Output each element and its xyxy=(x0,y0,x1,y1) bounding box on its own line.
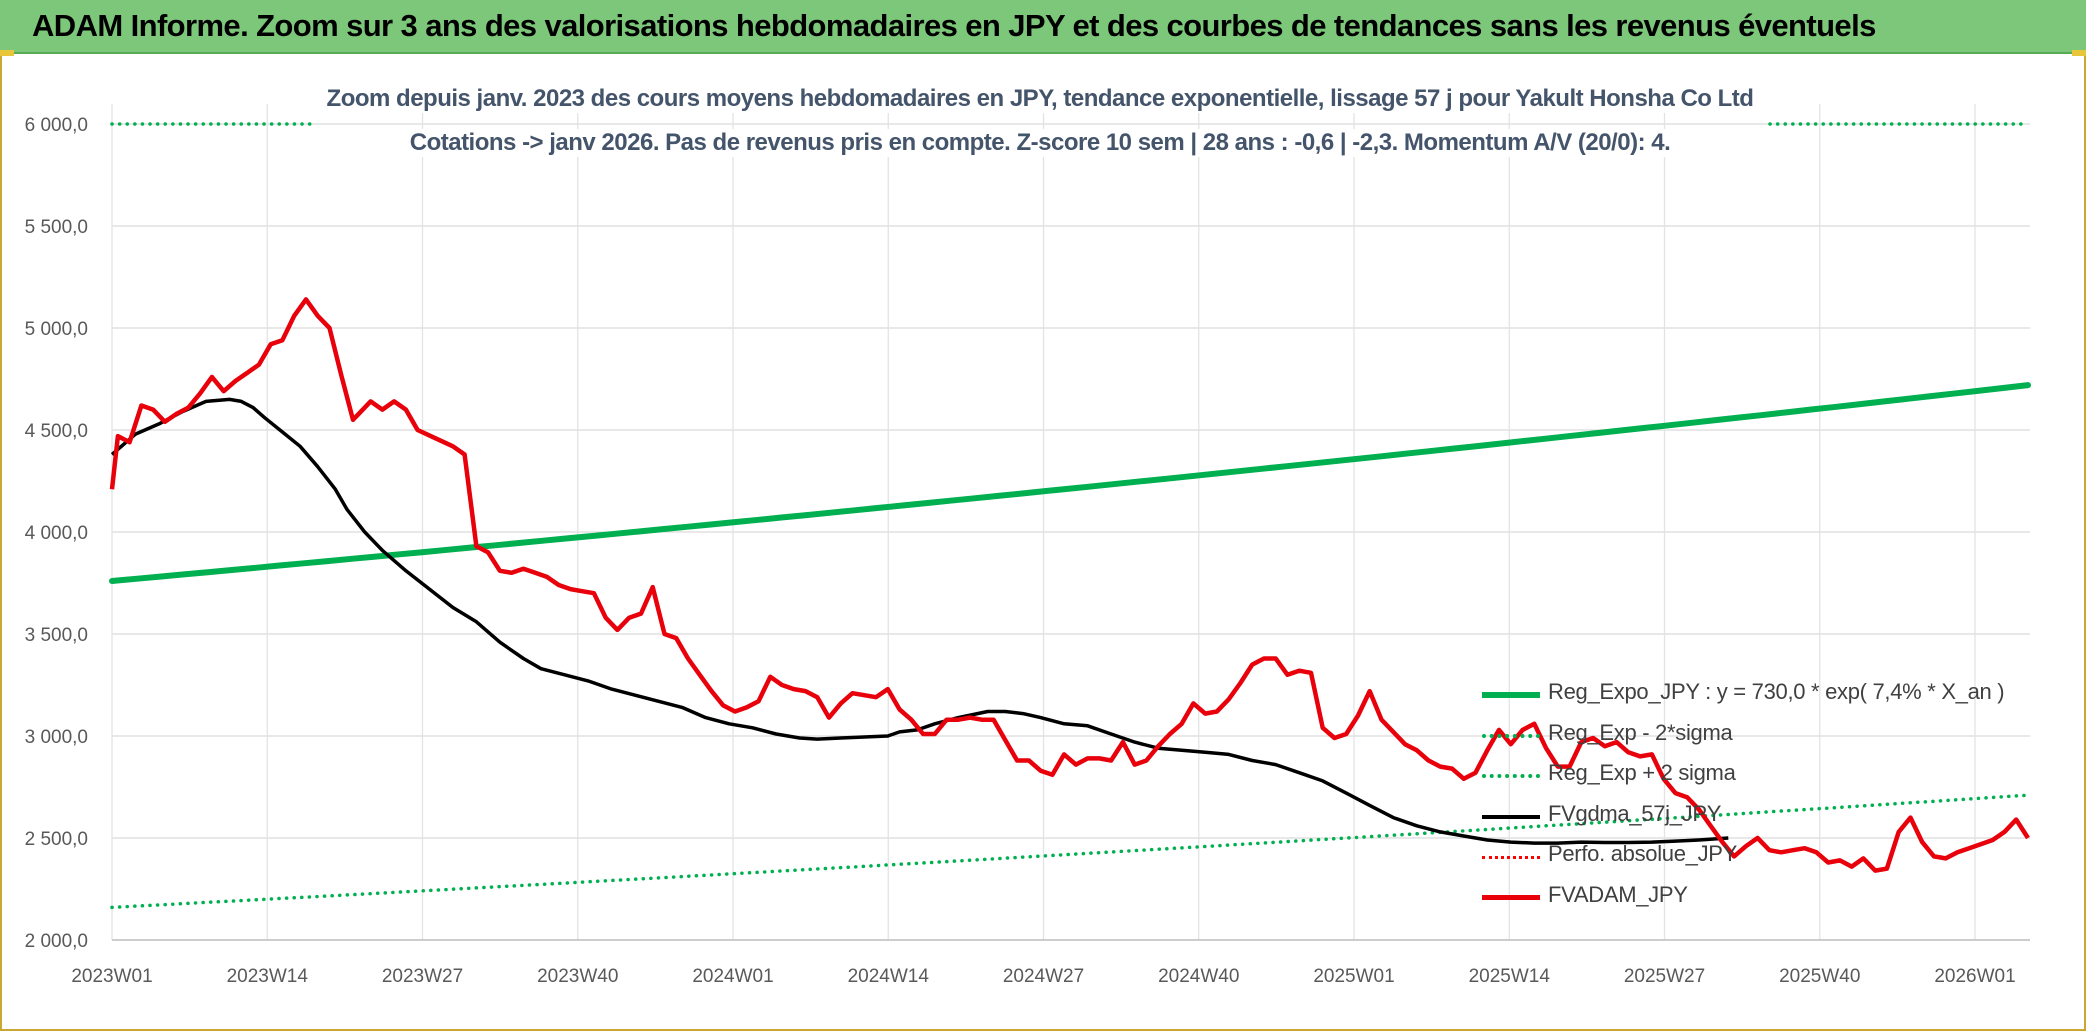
legend-label: FVADAM_JPY xyxy=(1548,881,1688,907)
x-tick-label: 2025W40 xyxy=(1779,966,1860,987)
legend-swatch xyxy=(1482,856,1540,859)
series-reg-exp-minus-2sigma xyxy=(110,793,2030,910)
chart-subtitle: Cotations -> janv 2026. Pas de revenus p… xyxy=(310,129,1770,157)
axis-labels: 2 000,0 2 500,0 3 000,0 3 500,0 4 000,0 4 500… xyxy=(25,115,2016,987)
x-tick-label: 2023W27 xyxy=(382,966,463,987)
legend-label: Reg_Exp + 2 sigma xyxy=(1548,760,1736,785)
grid-lines xyxy=(111,104,2030,941)
x-tick-label: 2025W01 xyxy=(1313,966,1394,987)
series-fvgdma-57j xyxy=(110,397,1729,845)
series-reg-expo xyxy=(109,382,2031,584)
x-tick-label: 2025W14 xyxy=(1469,966,1551,987)
x-tick-label: 2025W27 xyxy=(1624,966,1705,987)
chart-title: Zoom depuis janv. 2023 des cours moyens … xyxy=(310,85,1770,113)
x-tick-label: 2026W01 xyxy=(1934,966,2015,987)
legend-label: Perfo. absolue_JPY xyxy=(1548,841,1738,866)
y-tick-label: 5 000,0 xyxy=(25,319,88,340)
banner-corner-left xyxy=(0,50,14,56)
legend-label: Reg_Expo_JPY : y = 730,0 * exp( 7,4% * X… xyxy=(1548,679,2005,704)
y-tick-label: 2 500,0 xyxy=(25,829,88,850)
y-tick-label: 6 000,0 xyxy=(25,115,88,136)
legend-label: Reg_Exp - 2*sigma xyxy=(1548,719,1733,745)
x-tick-label: 2024W01 xyxy=(692,966,773,987)
x-tick-label: 2024W40 xyxy=(1158,966,1239,987)
y-tick-label: 2 000,0 xyxy=(25,931,88,952)
y-tick-label: 4 500,0 xyxy=(25,421,88,442)
legend-swatch xyxy=(1482,733,1540,738)
series-fvadam xyxy=(109,297,2030,873)
x-tick-label: 2023W40 xyxy=(537,966,618,987)
x-tick-label: 2023W14 xyxy=(227,966,309,987)
banner-corner-right xyxy=(2072,50,2086,56)
legend-label: FVgdma_57j_JPY xyxy=(1548,800,1722,826)
y-tick-label: 3 000,0 xyxy=(25,727,88,748)
legend-swatch xyxy=(1482,814,1540,819)
report-banner: ADAM Informe. Zoom sur 3 ans des valoris… xyxy=(0,0,2086,54)
report-title: ADAM Informe. Zoom sur 3 ans des valoris… xyxy=(32,8,1876,43)
legend-swatch xyxy=(1482,894,1540,900)
x-tick-label: 2023W01 xyxy=(71,966,152,987)
y-tick-label: 5 500,0 xyxy=(25,217,88,238)
series-layer xyxy=(109,122,2031,910)
x-tick-label: 2024W14 xyxy=(848,966,930,987)
legend-swatch xyxy=(1482,692,1540,698)
x-tick-label: 2024W27 xyxy=(1003,966,1084,987)
y-tick-label: 4 000,0 xyxy=(25,523,88,544)
legend-swatch xyxy=(1482,774,1540,778)
y-tick-label: 3 500,0 xyxy=(25,625,88,646)
